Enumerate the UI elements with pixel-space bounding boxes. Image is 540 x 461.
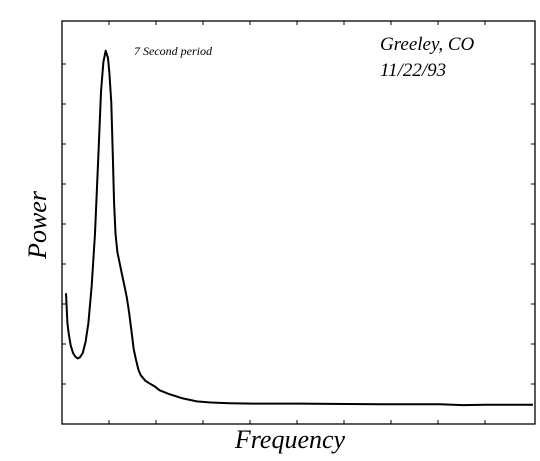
peak-annotation: 7 Second period	[134, 44, 213, 58]
tick-marks	[62, 21, 535, 424]
date-label: 11/22/93	[380, 60, 446, 81]
power-spectrum-line	[65, 49, 533, 407]
plot-frame	[61, 20, 536, 425]
x-axis-label: Frequency	[234, 425, 346, 454]
y-axis-label: Power	[23, 190, 52, 260]
location-label: Greeley, CO	[380, 34, 475, 55]
